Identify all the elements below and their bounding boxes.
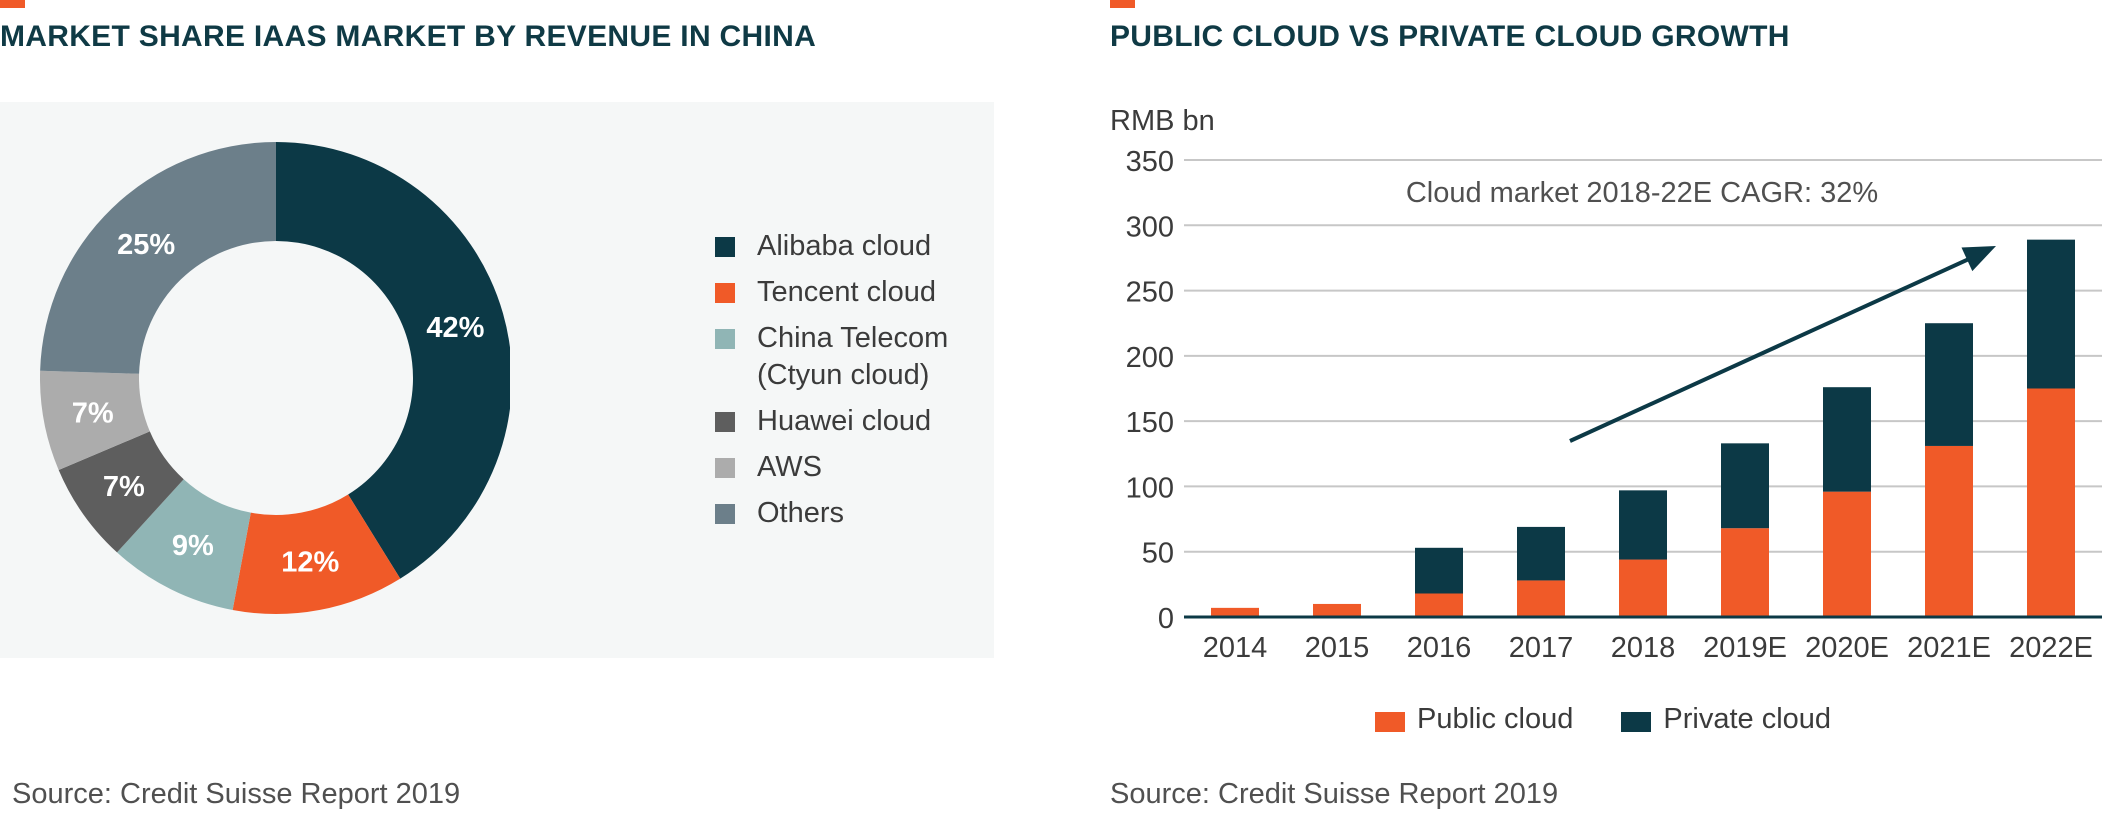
- x-tick-label: 2022E: [2009, 632, 2093, 664]
- donut-slice-others: [40, 142, 276, 374]
- market-share-panel: MARKET SHARE IAAS MARKET BY REVENUE IN C…: [0, 0, 1000, 825]
- cagr-annotation: Cloud market 2018-22E CAGR: 32%: [1406, 177, 1878, 209]
- donut-data-label: 7%: [72, 397, 114, 429]
- trend-arrow-line: [1569, 251, 1983, 443]
- y-tick-label: 0: [1158, 603, 1174, 635]
- legend-swatch: [715, 458, 735, 478]
- bar-public-cloud-2014: [1211, 607, 1259, 617]
- y-tick-label: 300: [1126, 211, 1174, 243]
- x-tick-label: 2015: [1305, 632, 1370, 664]
- bar-legend: Public cloud Private cloud: [1375, 703, 1831, 736]
- bar-public-cloud-2017: [1517, 580, 1565, 617]
- legend-swatch: [1621, 712, 1652, 732]
- y-tick-label: 150: [1126, 407, 1174, 439]
- legend-item-huawei-cloud: Huawei cloud: [715, 403, 948, 440]
- legend-label: AWS: [757, 451, 822, 483]
- x-tick-label: 2017: [1509, 632, 1574, 664]
- legend-label: Private cloud: [1663, 703, 1832, 735]
- x-tick-label: 2019E: [1703, 632, 1787, 664]
- donut-slice-china-telecom-ctyun-cloud: [117, 479, 251, 610]
- bar-public-cloud-2016: [1415, 593, 1463, 617]
- donut-legend: Alibaba cloud Tencent cloud China Telecom (…: [715, 228, 948, 541]
- trend-arrow-head: [1961, 246, 1996, 272]
- legend-label: China Telecom: [757, 322, 949, 354]
- legend-swatch: [715, 237, 735, 257]
- donut-data-label: 12%: [281, 546, 339, 578]
- donut-slice-tencent-cloud: [232, 494, 401, 614]
- cloud-growth-panel: PUBLIC CLOUD VS PRIVATE CLOUD GROWTH 0 50…: [1110, 0, 2102, 825]
- donut-data-label: 25%: [117, 229, 175, 261]
- bar-source-note: Source: Credit Suisse Report 2019: [1110, 778, 1559, 810]
- donut-slice-alibaba-cloud: [276, 142, 510, 579]
- title-accent-bar: [1110, 0, 1135, 8]
- donut-slice-aws: [39, 370, 150, 470]
- legend-swatch: [1375, 712, 1405, 732]
- bar-private-cloud-2018: [1619, 490, 1667, 560]
- legend-swatch: [715, 283, 735, 303]
- bar-private-cloud-2019e: [1721, 443, 1769, 529]
- bar-public-cloud-2020e: [1823, 491, 1871, 617]
- legend-item-private-cloud: Private cloud: [1621, 703, 1831, 736]
- donut-data-label: 7%: [103, 471, 145, 503]
- bar-private-cloud-2020e: [1823, 387, 1871, 492]
- donut-data-label: 9%: [172, 530, 214, 562]
- legend-swatch: [715, 504, 735, 524]
- legend-label: Tencent cloud: [757, 276, 936, 308]
- bar-private-cloud-2017: [1517, 526, 1565, 581]
- bar-public-cloud-2015: [1313, 603, 1361, 617]
- legend-item-public-cloud: Public cloud: [1375, 703, 1573, 736]
- legend-swatch: [715, 412, 735, 432]
- x-tick-label: 2020E: [1805, 632, 1889, 664]
- title-accent-bar: [0, 0, 25, 8]
- legend-item-china-telecom-ctyun-cloud: China Telecom (Ctyun cloud): [715, 320, 948, 394]
- legend-label: (Ctyun cloud): [757, 359, 930, 391]
- donut-chart: 42% 12% 9% 7% 7% 25%: [39, 142, 510, 614]
- y-tick-label: 50: [1142, 538, 1174, 570]
- legend-label: Huawei cloud: [757, 405, 932, 437]
- donut-source-note: Source: Credit Suisse Report 2019: [12, 778, 461, 810]
- bar-public-cloud-2021e: [1925, 445, 1973, 617]
- bar-public-cloud-2018: [1619, 559, 1667, 617]
- y-tick-label: 100: [1126, 472, 1174, 504]
- x-tick-label: 2018: [1611, 632, 1676, 664]
- donut-slice-huawei-cloud: [58, 431, 184, 553]
- legend-item-aws: AWS: [715, 449, 948, 486]
- bar-private-cloud-2016: [1415, 547, 1463, 594]
- x-tick-label: 2021E: [1907, 632, 1991, 664]
- bar-public-cloud-2022e: [2027, 388, 2075, 617]
- stacked-bar-chart: 0 50 100 150 200 250 300 350 RMB bn 2014 2015 2016 2…: [1110, 105, 2102, 664]
- x-tick-label: 2014: [1203, 632, 1268, 664]
- y-tick-label: 350: [1126, 146, 1174, 178]
- legend-item-alibaba-cloud: Alibaba cloud: [715, 228, 948, 265]
- legend-label: Others: [757, 497, 845, 529]
- legend-item-others: Others: [715, 495, 948, 532]
- legend-label: Alibaba cloud: [757, 230, 932, 262]
- y-tick-label: 250: [1126, 277, 1174, 309]
- legend-label: Public cloud: [1417, 703, 1574, 735]
- bar-private-cloud-2022e: [2027, 239, 2075, 389]
- legend-item-tencent-cloud: Tencent cloud: [715, 274, 948, 311]
- bar-public-cloud-2019e: [1721, 528, 1769, 617]
- donut-chart-title: MARKET SHARE IAAS MARKET BY REVENUE IN C…: [0, 20, 817, 53]
- y-tick-label: 200: [1126, 342, 1174, 374]
- y-axis-label: RMB bn: [1110, 105, 1215, 137]
- bar-chart-title: PUBLIC CLOUD VS PRIVATE CLOUD GROWTH: [1110, 20, 1790, 53]
- legend-swatch: [715, 329, 735, 349]
- bar-private-cloud-2021e: [1925, 323, 1973, 446]
- x-tick-label: 2016: [1407, 632, 1472, 664]
- donut-data-label: 42%: [426, 312, 484, 344]
